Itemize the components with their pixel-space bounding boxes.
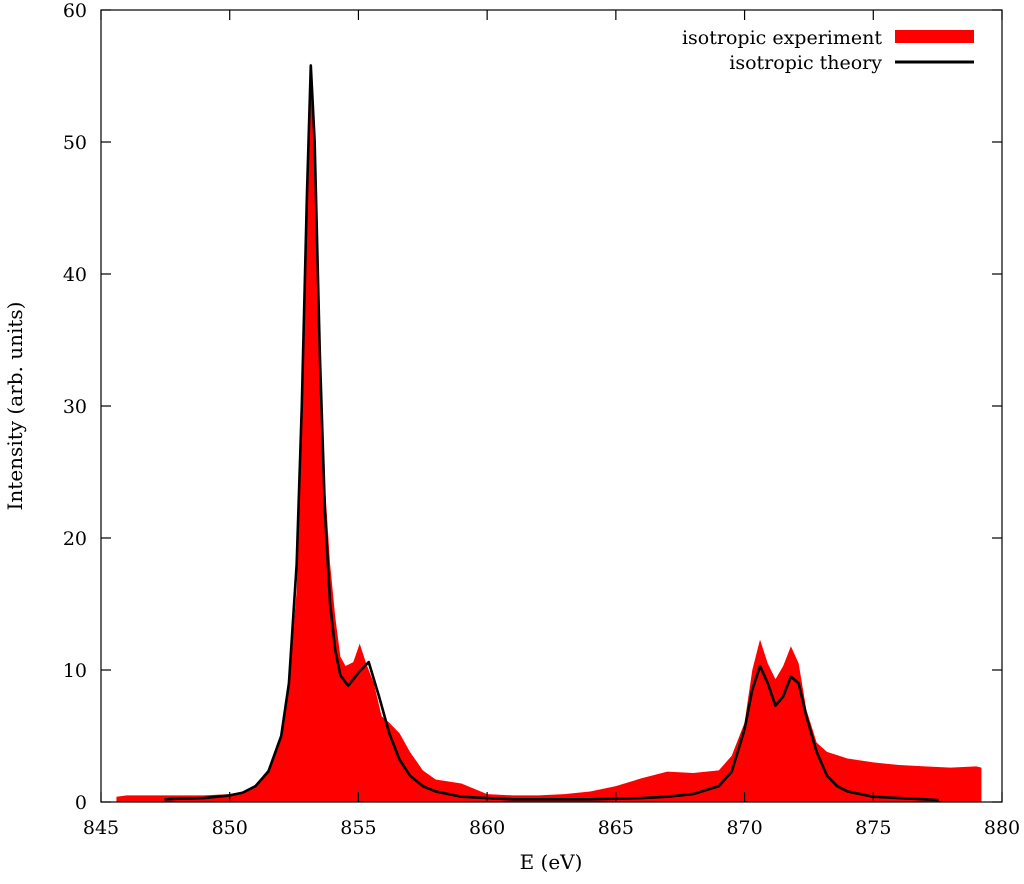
- ticks-layer: 845 850 855 860 865 870 875 880 0 10 20 30 40 50 60: [63, 0, 1020, 839]
- y-tick-label: 20: [63, 528, 87, 550]
- x-axis-label: E (eV): [520, 850, 583, 874]
- series-area-isotropic-experiment: [116, 62, 982, 803]
- y-tick-label: 40: [63, 264, 87, 286]
- plot-frame: [100, 9, 1003, 803]
- y-axis-label: Intensity (arb. units): [3, 302, 27, 511]
- legend-swatch-experiment: [895, 30, 974, 43]
- legend-label-theory: isotropic theory: [729, 52, 882, 74]
- legend-label-experiment: isotropic experiment: [682, 27, 882, 49]
- series-line-isotropic-theory: [164, 64, 939, 802]
- y-tick-label: 30: [63, 396, 87, 418]
- x-tick-label: 870: [726, 817, 762, 839]
- x-tick-label: 875: [855, 817, 891, 839]
- x-tick-label: 850: [212, 817, 248, 839]
- y-tick-label: 60: [63, 0, 87, 22]
- y-tick-label: 0: [75, 792, 87, 814]
- x-tick-label: 860: [469, 817, 505, 839]
- x-tick-label: 845: [83, 817, 119, 839]
- x-tick-label: 880: [984, 817, 1020, 839]
- x-tick-label: 865: [598, 817, 634, 839]
- y-tick-label: 10: [63, 660, 87, 682]
- y-tick-label: 50: [63, 132, 87, 154]
- series-layer: [116, 62, 982, 803]
- legend: isotropic experiment isotropic theory: [682, 27, 974, 74]
- x-tick-label: 855: [340, 817, 376, 839]
